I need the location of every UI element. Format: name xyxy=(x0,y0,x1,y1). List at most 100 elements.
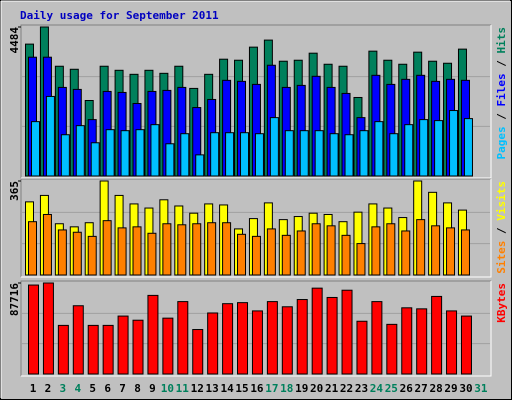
bar xyxy=(177,301,189,375)
bar xyxy=(326,225,336,276)
legend-entry: KBytes xyxy=(495,283,508,323)
bar xyxy=(449,110,459,177)
x-tick-label: 15 xyxy=(235,382,248,395)
bar xyxy=(266,301,278,375)
x-tick-label: 5 xyxy=(89,382,96,395)
panel-border xyxy=(20,280,491,376)
bar xyxy=(269,117,279,177)
bar xyxy=(207,222,217,276)
bar xyxy=(431,295,443,375)
bar xyxy=(90,142,100,177)
x-tick-label: 22 xyxy=(340,382,353,395)
bar xyxy=(386,223,396,276)
bar xyxy=(359,130,369,177)
legend: Pages / Files / Hits xyxy=(495,27,508,160)
bar xyxy=(416,308,428,375)
x-tick-label: 27 xyxy=(415,382,428,395)
bar xyxy=(401,230,411,276)
bar xyxy=(150,124,160,177)
x-tick-label: 28 xyxy=(429,382,442,395)
bar xyxy=(147,294,159,375)
bar xyxy=(210,132,220,177)
bar xyxy=(299,130,309,177)
bar xyxy=(460,315,472,375)
x-tick-label: 26 xyxy=(400,382,414,395)
bar xyxy=(195,154,205,177)
x-tick-label: 4 xyxy=(74,382,81,395)
bar xyxy=(57,324,69,375)
bar xyxy=(446,227,456,276)
bar xyxy=(135,129,145,177)
x-tick-label: 31 xyxy=(474,382,488,395)
x-tick-label: 29 xyxy=(444,382,457,395)
x-tick-label: 25 xyxy=(385,382,398,395)
bar xyxy=(374,121,384,177)
bar xyxy=(177,224,187,276)
bar xyxy=(371,226,381,276)
bar xyxy=(386,323,398,375)
bar xyxy=(341,234,351,276)
x-tick-label: 30 xyxy=(459,382,472,395)
panel-border xyxy=(21,179,492,278)
bar xyxy=(162,223,172,276)
bar xyxy=(207,312,219,375)
x-tick-label: 3 xyxy=(60,382,67,395)
bar xyxy=(180,133,190,177)
bar xyxy=(75,125,85,177)
bar xyxy=(165,143,175,177)
bar xyxy=(401,307,413,375)
bar xyxy=(192,329,204,375)
legend: Sites / Visits xyxy=(495,181,508,274)
x-tick-label: 6 xyxy=(104,382,111,395)
x-tick-label: 23 xyxy=(355,382,368,395)
bar xyxy=(87,324,99,375)
bar xyxy=(237,302,249,375)
x-tick-label: 8 xyxy=(134,382,141,395)
bar xyxy=(87,235,97,276)
x-tick-label: 13 xyxy=(206,382,219,395)
bar xyxy=(254,133,264,177)
bar xyxy=(237,233,247,276)
bar xyxy=(42,282,54,375)
x-tick-label: 24 xyxy=(370,382,384,395)
bar xyxy=(240,132,250,177)
bar xyxy=(117,315,129,375)
x-tick-label: 21 xyxy=(325,382,339,395)
bar xyxy=(72,231,82,276)
x-tick-label: 12 xyxy=(191,382,204,395)
bar xyxy=(446,310,458,375)
bar xyxy=(147,232,157,276)
x-tick-label: 19 xyxy=(295,382,308,395)
bar xyxy=(431,225,441,276)
legend-entry: Pages xyxy=(495,126,508,159)
x-tick-label: 14 xyxy=(220,382,234,395)
panel-border xyxy=(21,281,492,377)
x-tick-label: 9 xyxy=(149,382,156,395)
x-tick-label: 20 xyxy=(310,382,323,395)
bar xyxy=(314,130,324,177)
legend-entry: Hits xyxy=(495,27,508,54)
bar xyxy=(344,134,354,177)
legend-separator: / xyxy=(495,221,508,241)
bar xyxy=(416,219,426,276)
bar xyxy=(72,305,84,375)
bar xyxy=(311,287,323,375)
bar xyxy=(284,130,294,177)
bar xyxy=(371,301,383,375)
bar xyxy=(222,222,232,276)
bar xyxy=(341,289,353,375)
bar xyxy=(57,229,67,276)
bar xyxy=(329,133,339,177)
legend-entry: Files xyxy=(495,73,508,106)
x-tick-label: 1 xyxy=(30,382,37,395)
bar xyxy=(389,133,399,177)
bar xyxy=(132,226,142,276)
bar xyxy=(31,121,40,177)
bar xyxy=(296,230,306,276)
bar xyxy=(105,129,115,177)
panel-border xyxy=(21,25,492,179)
x-tick-label: 17 xyxy=(265,382,278,395)
bar xyxy=(192,223,202,276)
bar xyxy=(296,299,308,375)
